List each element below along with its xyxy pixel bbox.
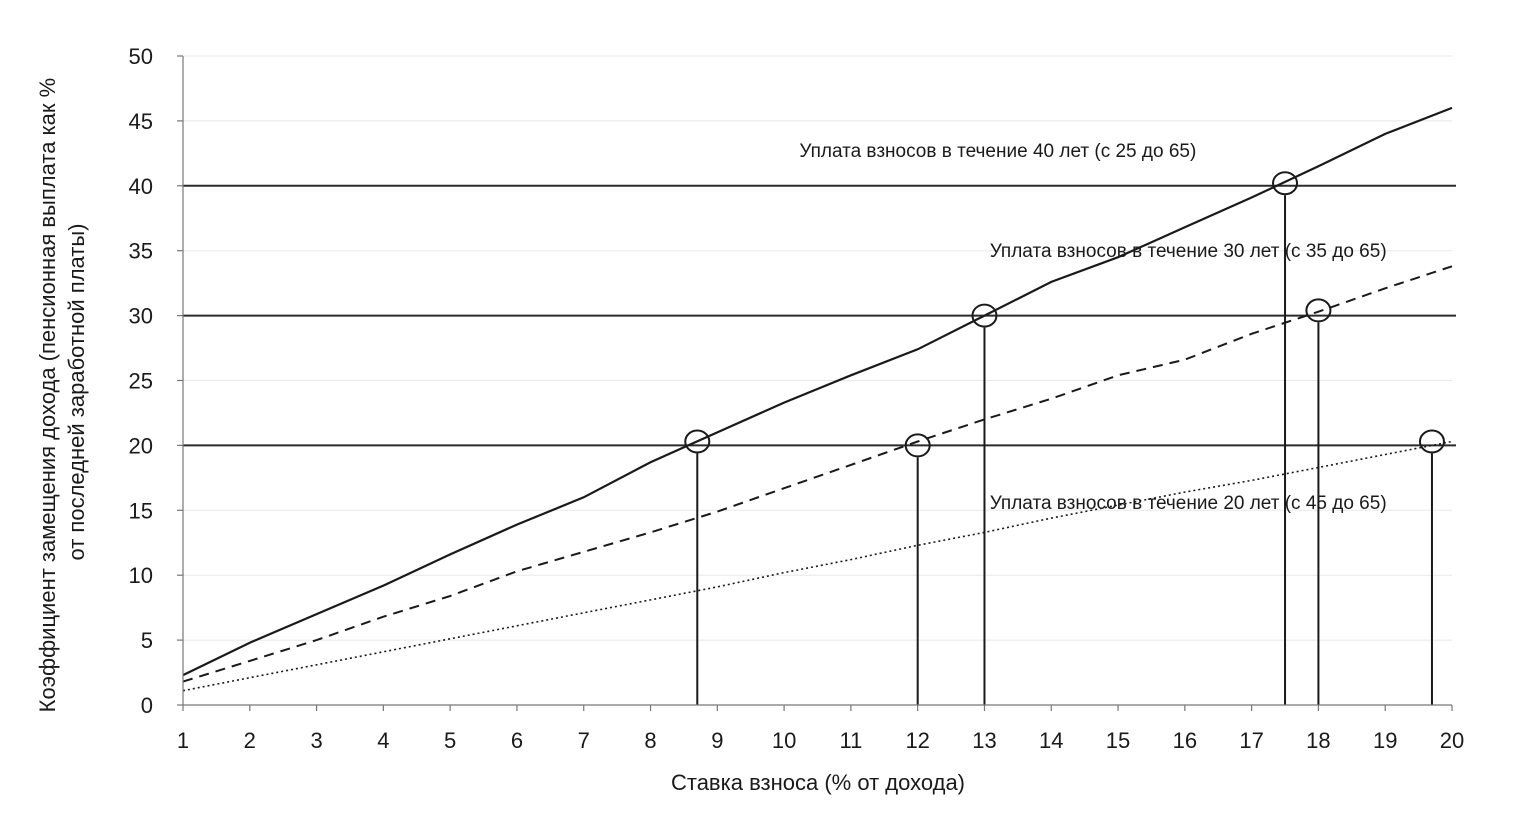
x-tick-label-15: 15 [1106,728,1130,753]
intersection-marker-1 [684,429,711,454]
intersection-markers [684,171,1445,458]
x-axis-title: Ставка взноса (% от дохода) [671,770,965,795]
x-tick-label-4: 4 [377,728,389,753]
y-tick-label-35: 35 [129,239,153,264]
x-tick-label-1: 1 [177,728,189,753]
y-tick-label-50: 50 [129,44,153,69]
series-line-1 [182,106,1453,677]
x-tick-label-18: 18 [1306,728,1330,753]
y-tick-label-20: 20 [129,433,153,458]
y-tick-label-10: 10 [129,563,153,588]
x-tick-label-16: 16 [1173,728,1197,753]
y-tick-label-5: 5 [141,628,153,653]
intersection-marker-2 [904,433,931,458]
drop-lines [696,195,1433,705]
series-annotation-2: Уплата взносов в течение 30 лет (с 35 до… [990,241,1387,262]
reference-lines [183,184,1456,447]
y-axis-title-line-1: Коэффициент замещения дохода (пенсионная… [35,78,60,713]
y-axis-title: Коэффициент замещения дохода (пенсионная… [35,72,89,713]
series-annotation-3: Уплата взносов в течение 20 лет (с 45 до… [990,493,1387,514]
y-tick-label-15: 15 [129,498,153,523]
x-tick-label-7: 7 [578,728,590,753]
intersection-marker-5 [1305,298,1332,323]
intersection-marker-6 [1418,429,1445,454]
x-tick-label-20: 20 [1440,728,1464,753]
x-tick-label-17: 17 [1239,728,1263,753]
x-tick-label-19: 19 [1373,728,1397,753]
x-tick-label-12: 12 [905,728,929,753]
y-tick-labels: 0 5 10 15 20 25 30 35 40 45 50 [129,44,153,718]
axes [177,55,1453,711]
y-axis-title-line-2: от последней заработной платы) [64,223,89,560]
x-tick-labels: 1 2 3 4 5 6 7 8 9 10 11 12 13 14 15 16 17 18 19 20 [177,728,1464,753]
series-lines [182,106,1453,692]
x-tick-label-10: 10 [772,728,796,753]
series-line-3 [182,440,1453,692]
y-tick-label-45: 45 [129,109,153,134]
series-annotation-1: Уплата взносов в течение 40 лет (с 25 до… [799,141,1196,162]
x-tick-label-13: 13 [972,728,996,753]
x-tick-label-2: 2 [244,728,256,753]
x-tick-label-5: 5 [444,728,456,753]
series-line-2 [182,265,1453,683]
intersection-marker-3 [971,303,998,328]
y-tick-label-25: 25 [129,369,153,394]
x-tick-label-9: 9 [711,728,723,753]
y-tick-label-40: 40 [129,174,153,199]
y-tick-label-30: 30 [129,304,153,329]
y-tick-label-0: 0 [141,693,153,718]
x-tick-label-11: 11 [839,728,862,753]
x-tick-label-8: 8 [644,728,656,753]
x-tick-label-3: 3 [310,728,322,753]
series-annotations: Уплата взносов в течение 40 лет (с 25 до… [799,141,1386,514]
intersection-marker-4 [1272,171,1299,196]
x-tick-label-14: 14 [1039,728,1063,753]
x-tick-label-6: 6 [511,728,523,753]
